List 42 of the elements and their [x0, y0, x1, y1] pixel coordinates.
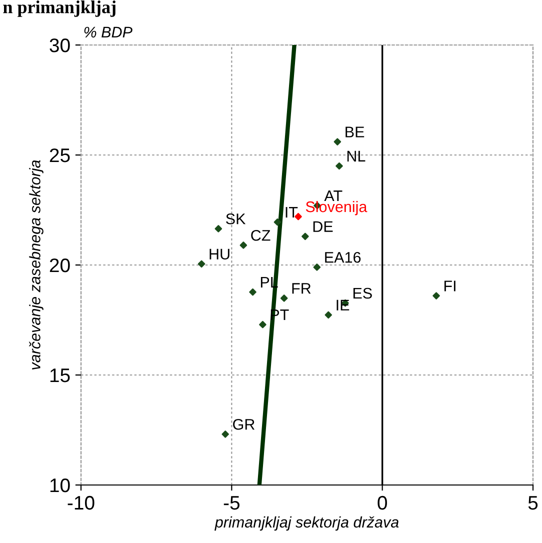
- point: [222, 430, 229, 438]
- series-label: HU: [210, 248, 230, 260]
- point: [336, 162, 343, 170]
- y-tick-label: 30: [50, 38, 70, 52]
- text: % BDP: [84, 26, 132, 38]
- point: [259, 320, 266, 328]
- series-label: AT: [324, 190, 342, 202]
- x-tick-label: -10: [68, 496, 94, 510]
- chart-title: n primanjkljaj: [3, 0, 116, 17]
- point: [324, 311, 332, 319]
- series-label: IT: [286, 207, 298, 218]
- series-label: EA16: [325, 252, 361, 263]
- x-tick-label: 0: [378, 496, 387, 510]
- series-label: FR: [292, 283, 311, 294]
- point: [198, 260, 206, 268]
- series-label: Slovenija: [306, 200, 368, 216]
- point: [280, 294, 288, 302]
- series-label: FI: [444, 280, 456, 292]
- point: [274, 218, 282, 226]
- series-label: DE: [313, 221, 333, 232]
- series-label: CZ: [251, 230, 270, 241]
- point: [240, 242, 248, 249]
- series-label: NL: [347, 150, 366, 162]
- series-label: GR: [233, 418, 254, 430]
- x-tick-label: 5: [528, 496, 538, 510]
- point: [302, 232, 309, 240]
- point: [313, 264, 321, 271]
- y-axis-title: varčevanje zasebnega sektorja: [29, 160, 44, 370]
- point: [334, 138, 342, 146]
- y-tick-label: 20: [50, 258, 70, 272]
- y-tick-label: 10: [50, 478, 70, 492]
- point: [432, 292, 440, 300]
- series-label: SK: [226, 213, 246, 224]
- y-tick-label: 15: [50, 368, 70, 382]
- point: [214, 225, 222, 232]
- x-axis-title: primanjkljaj sektorja država: [214, 516, 399, 531]
- series-label: ES: [353, 288, 372, 299]
- x-tick-label: -5: [224, 496, 240, 510]
- point: [249, 288, 256, 296]
- series-label: BE: [346, 126, 364, 138]
- series-label: IE: [336, 300, 350, 310]
- y-tick-label: 25: [50, 148, 70, 162]
